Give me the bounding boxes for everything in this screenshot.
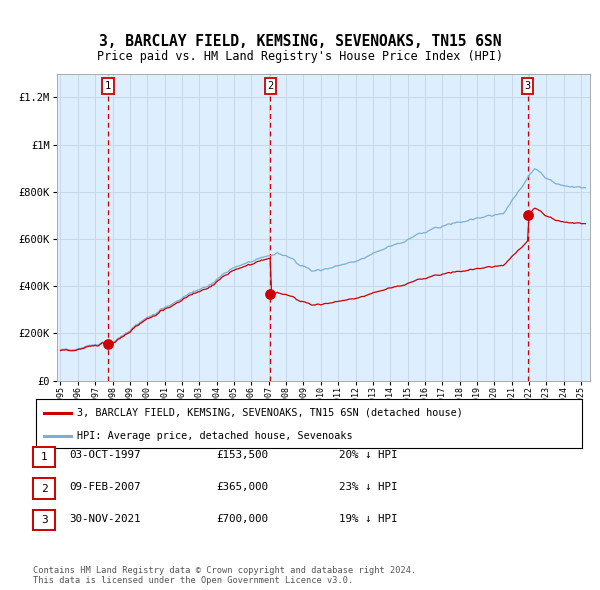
Text: 3: 3 [524, 81, 531, 91]
Text: 2: 2 [268, 81, 274, 91]
Text: 3: 3 [41, 516, 47, 525]
Text: 23% ↓ HPI: 23% ↓ HPI [339, 483, 397, 492]
Text: 3, BARCLAY FIELD, KEMSING, SEVENOAKS, TN15 6SN: 3, BARCLAY FIELD, KEMSING, SEVENOAKS, TN… [99, 34, 501, 49]
Text: £365,000: £365,000 [216, 483, 268, 492]
Point [266, 290, 275, 299]
Text: 20% ↓ HPI: 20% ↓ HPI [339, 451, 397, 460]
Text: 2: 2 [41, 484, 47, 493]
Text: 09-FEB-2007: 09-FEB-2007 [69, 483, 140, 492]
Text: 3, BARCLAY FIELD, KEMSING, SEVENOAKS, TN15 6SN (detached house): 3, BARCLAY FIELD, KEMSING, SEVENOAKS, TN… [77, 408, 463, 418]
Text: This data is licensed under the Open Government Licence v3.0.: This data is licensed under the Open Gov… [33, 576, 353, 585]
Text: Price paid vs. HM Land Registry's House Price Index (HPI): Price paid vs. HM Land Registry's House … [97, 50, 503, 63]
Text: 30-NOV-2021: 30-NOV-2021 [69, 514, 140, 524]
Text: £153,500: £153,500 [216, 451, 268, 460]
Text: Contains HM Land Registry data © Crown copyright and database right 2024.: Contains HM Land Registry data © Crown c… [33, 566, 416, 575]
Text: 19% ↓ HPI: 19% ↓ HPI [339, 514, 397, 524]
Text: HPI: Average price, detached house, Sevenoaks: HPI: Average price, detached house, Seve… [77, 431, 353, 441]
Text: 03-OCT-1997: 03-OCT-1997 [69, 451, 140, 460]
Text: 1: 1 [41, 452, 47, 461]
Point [103, 340, 113, 349]
Text: 1: 1 [105, 81, 112, 91]
Point [523, 211, 532, 220]
Text: £700,000: £700,000 [216, 514, 268, 524]
